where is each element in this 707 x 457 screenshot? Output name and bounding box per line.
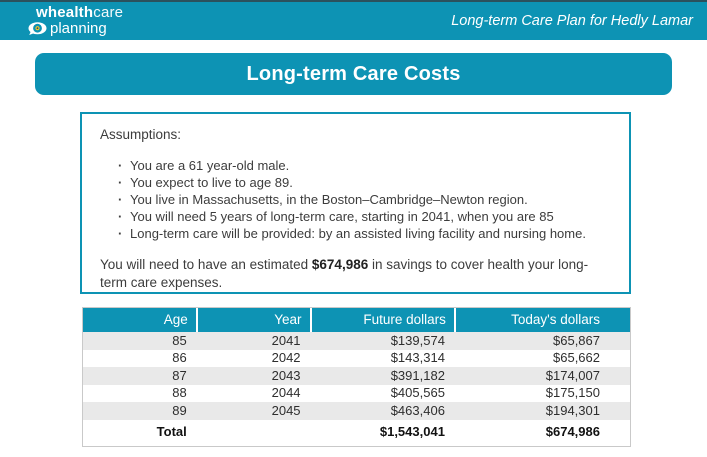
summary-suffix: in savings to cover health your long-ter… [100, 257, 589, 290]
total-todays-dollars: $674,986 [454, 419, 630, 446]
table-cell: 88 [172, 385, 187, 400]
column-header-age: Age [83, 308, 197, 332]
brand-name-light: care [93, 4, 124, 22]
table-cell: 2045 [271, 402, 301, 418]
assumptions-summary: You will need to have an estimated $674,… [100, 256, 611, 292]
eye-coin-icon [28, 22, 47, 36]
table-cell: 85 [172, 332, 187, 348]
table-cell: 2043 [271, 367, 301, 383]
table-body: 85 2041 $139,574 $65,867 86 2042 $143,314 $65,6… [83, 332, 630, 420]
table-cell: $139,574 [390, 332, 445, 348]
table-row: 87 2043 $391,182 $174,007 [83, 367, 630, 385]
assumptions-list: You are a 61 year-old male.You expect to… [100, 157, 611, 242]
brand-name: whealthcare [36, 5, 123, 21]
page-title: Long-term Care Costs [246, 62, 461, 85]
table-cell: $65,662 [553, 350, 600, 365]
assumptions-box: Assumptions: You are a 61 year-old male.… [80, 112, 631, 294]
table-header-row: Age Year Future dollars Today's dollars [83, 308, 630, 332]
table-cell: 87 [172, 367, 187, 383]
table-cell: 86 [172, 350, 187, 365]
table-cell: $143,314 [390, 350, 445, 365]
column-header-year: Year [195, 308, 311, 332]
assumption-bullet: Long-term care will be provided: by an a… [118, 225, 611, 242]
total-label: Total [83, 419, 197, 446]
table-total-row: Total $1,543,041 $674,986 [83, 419, 630, 446]
summary-prefix: You will need to have an estimated [100, 257, 312, 272]
assumptions-heading: Assumptions: [100, 127, 182, 142]
total-future-dollars: $1,543,041 [310, 419, 455, 446]
brand-logo[interactable]: whealthcare planning [28, 5, 123, 37]
table-row: 89 2045 $463,406 $194,301 [83, 402, 630, 420]
table-cell: $405,565 [390, 385, 445, 400]
table-cell: 89 [172, 402, 187, 418]
table-cell: $391,182 [390, 367, 445, 383]
brand-subname: planning [28, 21, 123, 37]
table-cell: $463,406 [390, 402, 445, 418]
total-year-cell [196, 419, 311, 446]
assumption-bullet: You live in Massachusetts, in the Boston… [118, 191, 611, 208]
table-cell: $65,867 [553, 332, 600, 348]
assumption-bullet: You are a 61 year-old male. [118, 157, 611, 174]
table-row: 85 2041 $139,574 $65,867 [83, 332, 630, 350]
table-cell: 2044 [271, 385, 301, 400]
table-cell: $174,007 [545, 367, 600, 383]
summary-amount: $674,986 [311, 257, 369, 272]
column-header-future-dollars: Future dollars [309, 308, 455, 332]
plan-subtitle: Long-term Care Plan for Hedly Lamar [451, 13, 693, 29]
table-cell: $175,150 [545, 385, 600, 400]
brand-name-bold: whealth [36, 4, 94, 22]
column-header-todays-dollars: Today's dollars [453, 308, 630, 332]
table-cell: $194,301 [545, 402, 600, 418]
table-cell: 2041 [271, 332, 301, 348]
assumption-bullet: You will need 5 years of long-term care,… [118, 208, 611, 225]
assumption-bullet: You expect to live to age 89. [118, 174, 611, 191]
brand-subname-label: planning [50, 20, 107, 37]
care-costs-table: Age Year Future dollars Today's dollars … [82, 307, 631, 447]
table-row: 88 2044 $405,565 $175,150 [83, 385, 630, 403]
page-title-banner: Long-term Care Costs [35, 53, 672, 95]
top-bar: whealthcare planning Long-term Care Plan… [0, 0, 707, 40]
table-cell: 2042 [271, 350, 301, 365]
table-row: 86 2042 $143,314 $65,662 [83, 350, 630, 368]
